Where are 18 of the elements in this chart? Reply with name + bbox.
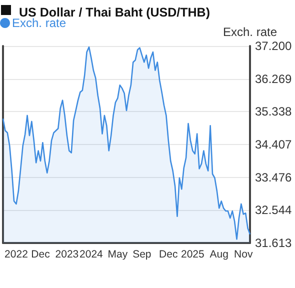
y-axis-title: Exch. rate [222,25,278,39]
x-tick-label: Aug [210,248,229,260]
y-tick-label: 34.407 [255,137,292,152]
x-tick-label: Nov [234,248,254,260]
y-tick-label: 37.200 [255,39,292,53]
y-tick-label: 35.338 [255,104,292,119]
y-tick-label: 31.613 [255,236,292,250]
x-tick-label: 2023 [55,248,79,260]
x-tick-label: May [108,248,128,260]
x-tick-label: Sep [132,248,152,260]
x-tick-label: 2022 [4,248,28,260]
x-tick-label: 2025 [180,248,204,260]
y-tick-label: 36.269 [255,72,292,86]
x-tick-label: 2024 [80,248,104,260]
y-tick-label: 33.476 [255,170,292,184]
y-tick-label: 32.544 [255,203,292,218]
x-tick-label: Dec [31,248,50,260]
x-tick-label: Dec [159,248,178,260]
